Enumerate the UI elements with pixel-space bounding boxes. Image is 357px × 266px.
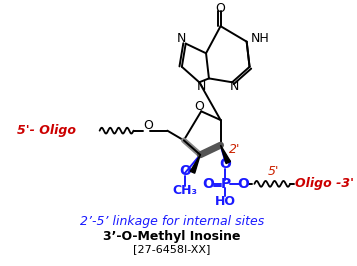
Text: [27-6458I-XX]: [27-6458I-XX] (134, 244, 211, 254)
Text: O: O (237, 177, 249, 191)
Text: O: O (143, 119, 153, 132)
Text: N: N (230, 80, 239, 93)
Text: N: N (177, 32, 187, 45)
Text: O: O (202, 177, 214, 191)
Polygon shape (190, 155, 200, 173)
Text: Oligo -3': Oligo -3' (295, 177, 353, 190)
Polygon shape (221, 145, 231, 164)
Text: 5': 5' (268, 165, 280, 178)
Text: 2’-5’ linkage for internal sites: 2’-5’ linkage for internal sites (80, 215, 264, 228)
Text: O: O (179, 164, 191, 178)
Text: O: O (194, 100, 204, 113)
Text: N: N (196, 80, 206, 93)
Text: CH₃: CH₃ (172, 184, 197, 197)
Text: P: P (220, 177, 231, 191)
Text: O: O (216, 2, 226, 15)
Text: 5'- Oligo: 5'- Oligo (17, 124, 76, 137)
Text: 3’-O-Methyl Inosine: 3’-O-Methyl Inosine (104, 230, 241, 243)
Text: HO: HO (215, 195, 236, 208)
Text: 2': 2' (229, 143, 241, 156)
Text: O: O (220, 157, 231, 172)
Text: NH: NH (251, 32, 269, 45)
